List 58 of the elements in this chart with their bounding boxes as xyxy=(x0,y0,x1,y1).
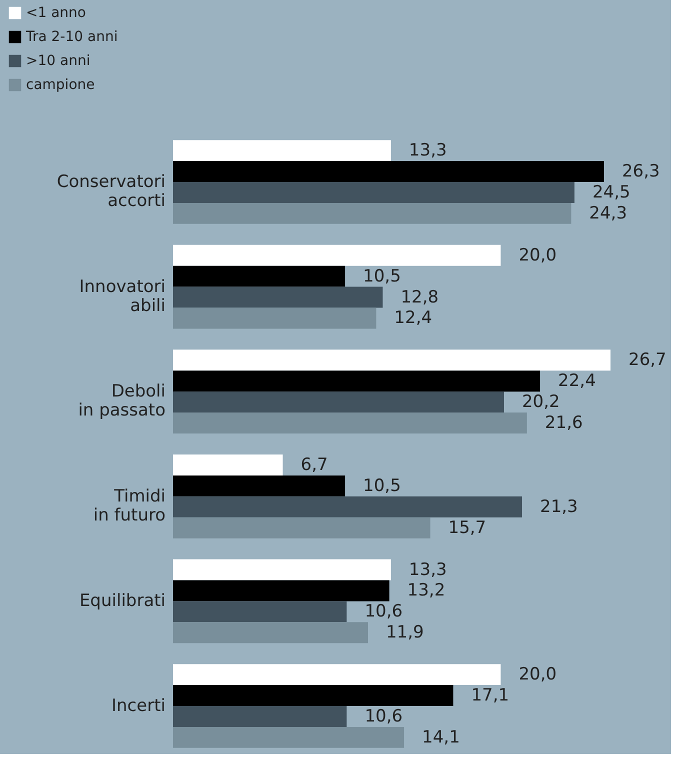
bar xyxy=(173,412,527,434)
bar xyxy=(173,202,572,224)
data-label: 20,0 xyxy=(518,664,557,685)
data-label: 14,1 xyxy=(422,727,460,748)
legend-label: campione xyxy=(26,77,95,93)
data-label: 11,9 xyxy=(386,622,424,643)
bar xyxy=(173,706,347,727)
bar xyxy=(173,601,347,622)
data-label: 12,4 xyxy=(394,308,432,328)
bar xyxy=(173,140,391,162)
data-label: 13,2 xyxy=(407,580,446,601)
bar xyxy=(173,726,404,748)
data-label: 13,3 xyxy=(408,140,447,161)
data-label: 15,7 xyxy=(448,518,486,538)
data-label: 6,7 xyxy=(300,454,328,475)
bar xyxy=(173,559,391,580)
y-tick-label: Deboli in passato xyxy=(78,382,166,421)
bar xyxy=(173,244,501,266)
bar xyxy=(173,475,346,496)
data-label: 21,3 xyxy=(540,496,578,517)
data-label: 12,8 xyxy=(400,287,439,308)
data-label: 26,3 xyxy=(622,162,660,182)
y-tick-label: Timidi in futuro xyxy=(93,486,166,526)
data-label: 26,7 xyxy=(628,350,666,370)
bar xyxy=(173,517,430,538)
y-tick-label: Innovatori abili xyxy=(79,276,166,316)
data-label: 13,3 xyxy=(408,560,447,580)
y-tick-label: Conservatori accorti xyxy=(56,172,166,212)
data-label: 22,4 xyxy=(558,371,596,392)
y-tick-label: Incerti xyxy=(112,696,166,716)
bar xyxy=(173,266,346,287)
bar xyxy=(173,580,390,602)
y-tick-label: Equilibrati xyxy=(79,591,166,612)
data-label: 10,5 xyxy=(363,476,401,496)
legend-label: <1 anno xyxy=(26,5,86,21)
data-label: 24,5 xyxy=(592,182,630,202)
bar xyxy=(173,350,610,371)
bar xyxy=(173,370,540,392)
bar xyxy=(173,454,283,476)
data-label: 17,1 xyxy=(471,686,510,706)
data-label: 24,3 xyxy=(589,203,628,224)
bar xyxy=(173,392,504,413)
data-label: 10,6 xyxy=(364,602,403,622)
legend-label: >10 anni xyxy=(26,53,90,69)
bar xyxy=(173,622,368,644)
bar xyxy=(173,161,604,182)
data-label: 20,0 xyxy=(518,245,557,266)
bar xyxy=(173,496,522,518)
data-label: 20,2 xyxy=(522,392,560,412)
data-label: 10,5 xyxy=(363,266,401,286)
data-label: 10,6 xyxy=(364,706,403,726)
bar xyxy=(173,286,383,308)
bar xyxy=(173,664,501,686)
bar xyxy=(173,182,574,203)
legend-label: Tra 2-10 anni xyxy=(25,29,118,45)
bar xyxy=(173,308,376,329)
bar xyxy=(173,685,454,706)
data-label: 21,6 xyxy=(544,413,583,434)
